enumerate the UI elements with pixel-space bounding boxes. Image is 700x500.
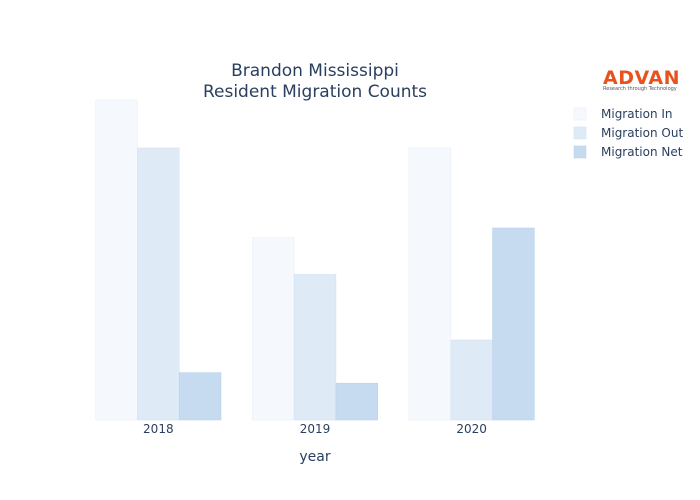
legend-item-migration-net[interactable]: Migration Net	[573, 145, 683, 159]
logo-wordmark: ADVAN	[603, 67, 680, 89]
legend-label: Migration In	[601, 107, 673, 121]
x-tick-label-2020: 2020	[456, 422, 487, 436]
plot-area	[95, 99, 535, 421]
legend-label: Migration Net	[601, 145, 683, 159]
bar-migration-net-2019[interactable]	[335, 382, 378, 421]
chart-title: Brandon Mississippi Resident Migration C…	[203, 61, 427, 102]
chart-title-line-1: Brandon Mississippi	[231, 61, 399, 81]
legend-swatch	[573, 107, 587, 121]
bar-migration-net-2020[interactable]	[492, 227, 535, 421]
legend-label: Migration Out	[601, 126, 683, 140]
bar-migration-out-2019[interactable]	[293, 274, 337, 421]
legend-item-migration-out[interactable]: Migration Out	[573, 126, 683, 140]
bar-migration-out-2018[interactable]	[137, 147, 180, 421]
chart-title-line-2: Resident Migration Counts	[203, 82, 427, 102]
advan-logo: ADVAN Research through Technology	[603, 67, 680, 92]
logo-tagline: Research through Technology	[603, 86, 677, 92]
x-tick-label-2018: 2018	[143, 422, 174, 436]
bar-migration-in-2019[interactable]	[252, 237, 295, 421]
legend-item-migration-in[interactable]: Migration In	[573, 107, 673, 121]
x-axis-ticks: 2018 2019 2020	[143, 422, 487, 436]
x-tick-label-2019: 2019	[300, 422, 331, 436]
legend-swatch	[573, 145, 587, 159]
bar-migration-net-2018[interactable]	[178, 372, 222, 421]
legend[interactable]: Migration In Migration Out Migration Net	[573, 107, 683, 159]
bar-migration-out-2020[interactable]	[450, 339, 493, 421]
legend-swatch	[573, 126, 587, 140]
bar-migration-in-2020[interactable]	[408, 147, 452, 421]
x-axis-title: year	[299, 449, 330, 465]
bar-migration-in-2018[interactable]	[95, 99, 138, 421]
